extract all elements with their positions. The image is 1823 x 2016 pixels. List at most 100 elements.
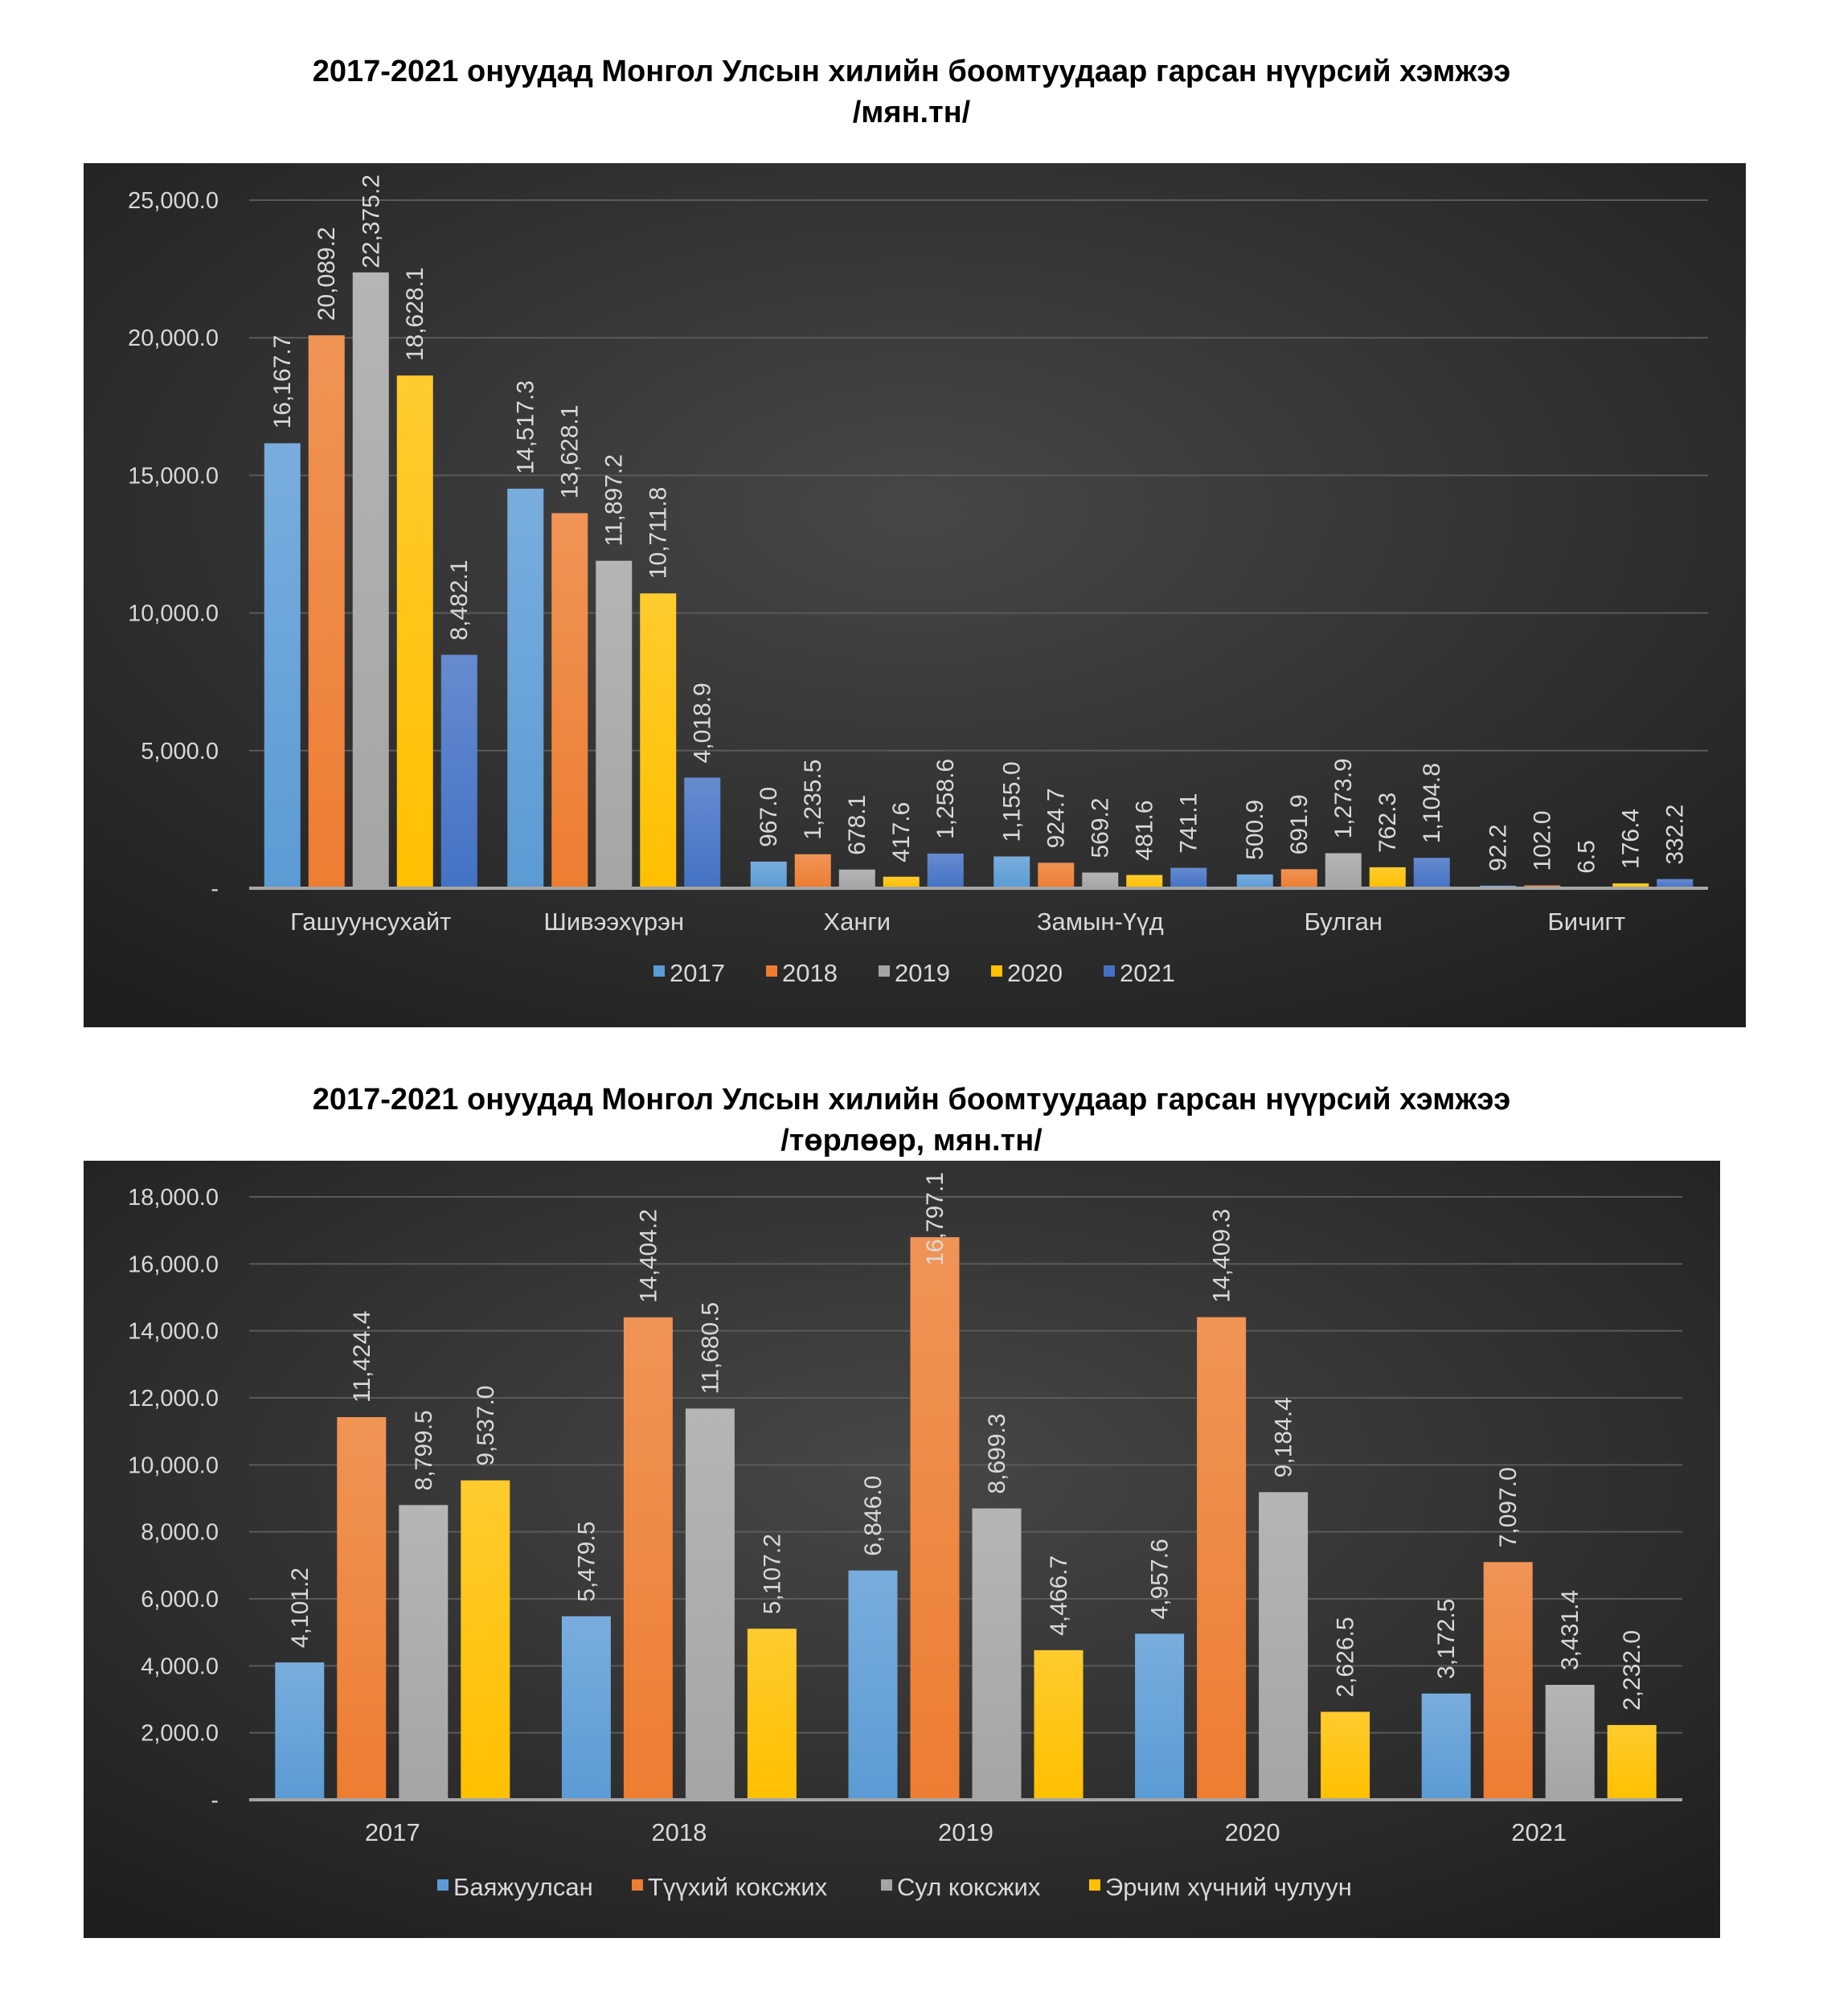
data-label: 14,404.2 (635, 1209, 662, 1303)
y-tick-label: 8,000.0 (141, 1520, 219, 1546)
data-label: 5,107.2 (759, 1534, 785, 1614)
legend-swatch (881, 1879, 892, 1891)
bar (684, 777, 721, 888)
bar (1369, 867, 1406, 888)
data-label: 924.7 (1043, 788, 1070, 848)
bar (1280, 869, 1317, 888)
bar (352, 272, 389, 888)
y-tick-label: 12,000.0 (128, 1386, 219, 1412)
legend-label: 2017 (670, 959, 725, 987)
data-label: 5,479.5 (573, 1522, 600, 1602)
chart-background (84, 1161, 1720, 1938)
data-label: 16,167.7 (269, 335, 296, 429)
bar (399, 1505, 449, 1800)
y-tick-label: 10,000.0 (128, 1453, 219, 1478)
bar (561, 1616, 611, 1800)
bar (551, 513, 588, 888)
legend-label: 2020 (1007, 959, 1063, 987)
legend-swatch (437, 1879, 449, 1891)
data-label: 11,424.4 (349, 1310, 375, 1403)
data-label: 1,273.9 (1330, 758, 1357, 838)
chart1-title-line2: /мян.тн/ (852, 96, 971, 129)
y-tick-label: 18,000.0 (128, 1185, 219, 1211)
x-category-label: 2021 (1511, 1818, 1567, 1846)
bar (794, 854, 831, 888)
y-tick-label: 5,000.0 (141, 739, 219, 764)
data-label: 1,235.5 (800, 760, 826, 840)
chart2-title-line2: /төрлөөр, мян.тн/ (780, 1124, 1043, 1158)
y-tick-label: 20,000.0 (128, 326, 219, 351)
bar (747, 1629, 797, 1800)
data-label: 417.6 (888, 802, 915, 863)
data-label: 1,258.6 (932, 759, 959, 839)
chart-1: - 5,000.0 10,000.0 15,000.0 20,000.0 25,000.0… (84, 163, 1746, 1027)
data-label: 6.5 (1574, 840, 1600, 874)
data-label: 3,172.5 (1433, 1599, 1460, 1679)
data-label: 14,409.3 (1209, 1209, 1235, 1303)
bar (337, 1416, 387, 1800)
data-label: 8,799.5 (411, 1410, 437, 1490)
data-label: 102.0 (1530, 810, 1556, 871)
legend-swatch (632, 1879, 643, 1891)
x-category-label: Булган (1304, 908, 1383, 936)
legend-label: Баяжуулсан (453, 1873, 593, 1901)
bar (1612, 883, 1649, 888)
data-labels: 4,101.2 5,479.5 6,846.0 4,957.6 3,172.5 11,42… (287, 1172, 1645, 1711)
chart-2: - 2,000.0 4,000.0 6,000.0 8,000.0 10,000.0 12,… (84, 1161, 1720, 1938)
bar (623, 1317, 673, 1800)
bar (993, 856, 1030, 888)
legend: Баяжуулсан Түүхий коксжих Сул коксжих Эрчим… (437, 1873, 1352, 1901)
bar (596, 560, 633, 888)
data-label: 967.0 (756, 787, 782, 847)
bar (848, 1570, 898, 1800)
data-label: 1,104.8 (1419, 763, 1445, 843)
bar (1236, 874, 1273, 888)
data-label: 92.2 (1485, 824, 1512, 871)
bar (838, 869, 875, 888)
bar (685, 1408, 735, 1800)
bar (750, 861, 787, 888)
y-tick-label: 14,000.0 (128, 1319, 219, 1345)
data-label: 9,184.4 (1271, 1397, 1297, 1477)
bar (308, 335, 345, 889)
x-category-label: 2020 (1225, 1818, 1280, 1846)
data-label: 2,232.0 (1619, 1630, 1645, 1711)
legend-label: 2021 (1120, 959, 1175, 987)
bar (927, 853, 964, 888)
y-tick-label: 4,000.0 (141, 1653, 219, 1679)
legend-swatch (1104, 965, 1115, 977)
bar (1321, 1711, 1370, 1800)
x-category-label: 2017 (365, 1818, 420, 1846)
data-label: 11,680.5 (697, 1302, 723, 1395)
y-tick-label: 15,000.0 (128, 463, 219, 489)
y-tick-label: - (211, 876, 219, 902)
data-label: 678.1 (844, 795, 871, 855)
y-tick-label: 10,000.0 (128, 601, 219, 627)
chart1-title: 2017-2021 онуудад Монгол Улсын хилийн бо… (0, 51, 1823, 133)
legend-label: Түүхий коксжих (648, 1873, 828, 1901)
bar (507, 488, 544, 888)
chart2-title-line1: 2017-2021 онуудад Монгол Улсын хилийн бо… (312, 1083, 1511, 1117)
legend-label: Сул коксжих (897, 1873, 1041, 1901)
data-label: 16,797.1 (922, 1172, 948, 1266)
data-label: 332.2 (1662, 805, 1689, 865)
bar (1082, 872, 1119, 888)
bar (264, 443, 301, 888)
data-label: 11,897.2 (601, 454, 628, 547)
bar (1483, 1562, 1533, 1800)
legend-swatch (653, 965, 665, 977)
bar (910, 1237, 960, 1800)
y-tick-label: 16,000.0 (128, 1252, 219, 1277)
data-label: 22,375.2 (358, 174, 384, 268)
data-label: 20,089.2 (313, 227, 340, 321)
x-category-label: Шивээхүрэн (543, 908, 684, 936)
bar (275, 1662, 325, 1800)
data-label: 762.3 (1374, 793, 1401, 853)
bar (396, 375, 433, 889)
bar (883, 876, 920, 888)
bar (1170, 867, 1207, 888)
bar (461, 1480, 510, 1800)
y-tick-label: 25,000.0 (128, 188, 219, 214)
bar (1135, 1633, 1185, 1800)
